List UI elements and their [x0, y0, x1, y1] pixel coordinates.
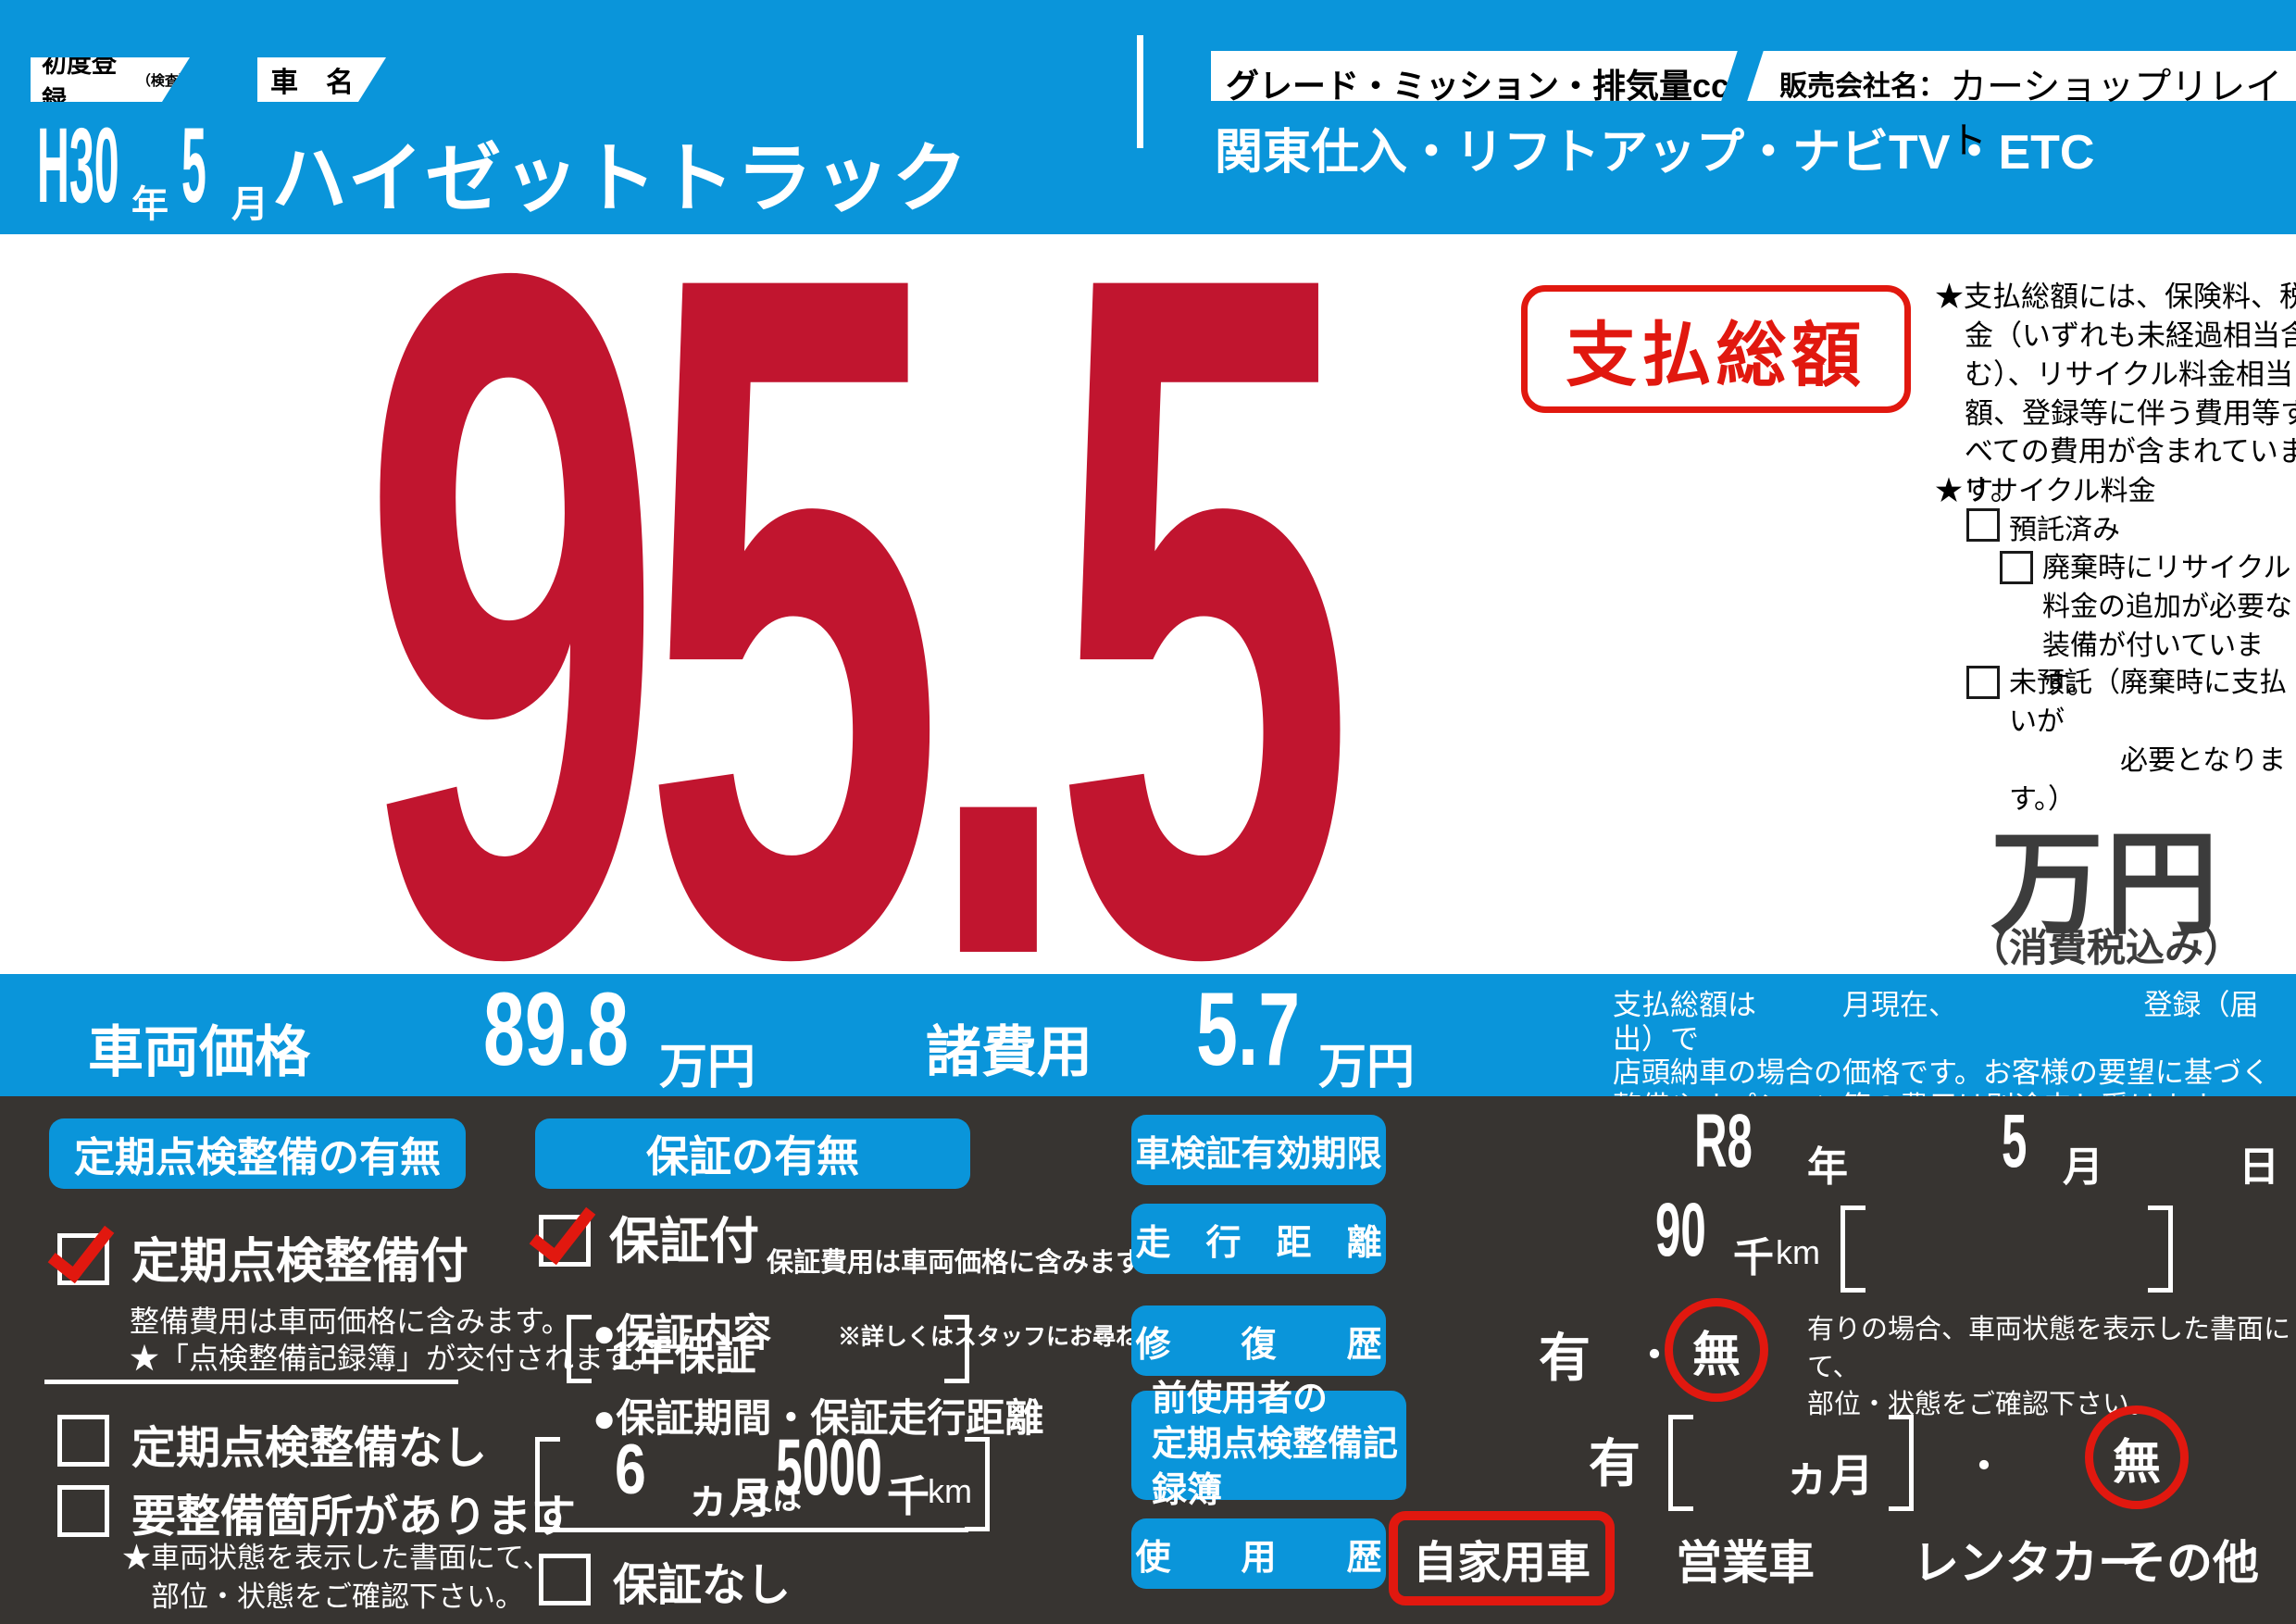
- total-price-unit: 万円: [1990, 821, 2220, 947]
- left-bracket-icon: [535, 1437, 560, 1531]
- warranty-period-label: ●保証期間・保証走行距離: [593, 1396, 1044, 1440]
- fees-amount: 5.7: [1196, 971, 1301, 1087]
- mileage-unit2: km: [1776, 1233, 1820, 1271]
- car-name: ハイゼットトラック: [271, 137, 970, 221]
- recycle-not-deposited-checkbox[interactable]: [1966, 666, 2000, 699]
- maintenance-needed-checkbox[interactable]: [57, 1485, 109, 1537]
- previous-record-unit: ヵ月: [1785, 1452, 1875, 1501]
- vehicle-price-amount: 89.8: [483, 971, 629, 1087]
- recycle-not-deposited-label: 未預託（廃棄時に支払いが 必要となります。）: [2009, 668, 2287, 815]
- condition-section: 定期点検整備の有無 定期点検整備付 整備費用は車両価格に含みます。 ★「点検整備…: [0, 1096, 2296, 1624]
- repair-history-note: 有りの場合、車両状態を表示した書面にて、 部位・状態をご確認下さい。: [1807, 1315, 2291, 1420]
- warranty-with-label: 保証付: [609, 1214, 759, 1269]
- red-check-icon: [529, 1193, 596, 1266]
- usage-other: その他: [2120, 1537, 2259, 1589]
- inspection-expiry-day-unit: 日: [2239, 1144, 2279, 1190]
- warranty-content-label: ●保証内容: [593, 1311, 772, 1355]
- vehicle-price-unit: 万円: [659, 1041, 756, 1094]
- maintenance-with-label: 定期点検整備付: [131, 1235, 469, 1289]
- registration-year-unit: 年: [131, 184, 168, 225]
- fees-unit: 万円: [1318, 1041, 1416, 1094]
- header-divider: [1137, 35, 1143, 148]
- warranty-distance-unit2: km: [928, 1472, 972, 1510]
- recycle-fee-title: ★リサイクル料金: [1935, 476, 2156, 506]
- usage-private-boxed: 自家用車: [1389, 1511, 1616, 1605]
- total-price-amount: 95.5: [361, 71, 1355, 1158]
- total-price-badge: 支払総額: [1521, 285, 1911, 413]
- warranty-distance-value: 5000: [776, 1423, 882, 1512]
- vehicle-price-label: 車両価格: [88, 1021, 310, 1083]
- right-bracket-icon: [965, 1437, 990, 1531]
- repair-history-pill: 修 復 歴: [1131, 1305, 1386, 1376]
- inspection-expiry-year: R8: [1694, 1099, 1753, 1183]
- red-check-icon: [47, 1211, 115, 1284]
- recycle-deposited-checkbox[interactable]: [1966, 508, 2000, 542]
- first-registration-tag-label: 初度登録: [42, 50, 117, 114]
- header-band: 初度登録 （検査） 車 名 H30 年 5 月 ハイゼットトラック グレード・ミ…: [0, 0, 2296, 234]
- total-price-note: ★支払総額には、保険料、税金（いずれも未経過相当含む）、リサイクル料金相当額、登…: [1935, 281, 2296, 507]
- mileage-unit1: 千: [1733, 1235, 1774, 1280]
- maintenance-without-label: 定期点検整備なし: [131, 1424, 488, 1473]
- repair-history-no-circled: 無: [1665, 1298, 1768, 1402]
- warranty-without-label: 保証なし: [613, 1561, 792, 1610]
- mileage-value: 90: [1655, 1188, 1706, 1272]
- left-bracket-icon: [1668, 1415, 1693, 1511]
- warranty-content-value: 1年保証: [611, 1333, 756, 1379]
- grade-value: 関東仕入・リフトアップ・ナビTV・ETC: [1215, 126, 2095, 180]
- fees-label: 諸費用: [926, 1021, 1092, 1083]
- registration-month: 5: [181, 106, 206, 225]
- inspection-expiry-month: 5: [2002, 1099, 2028, 1183]
- recycle-fee-section: ★リサイクル料金 預託済み 廃棄時にリサイクル 料金の追加が必要な 装備が付いて…: [1935, 468, 2296, 815]
- maintenance-with-note2: ★「点検整備記録簿」が交付されます。: [130, 1342, 660, 1375]
- right-bracket-icon: [1889, 1415, 1914, 1511]
- maintenance-with-note1: 整備費用は車両価格に含みます。: [130, 1305, 571, 1338]
- usage-rental: レンタカー: [1913, 1537, 2144, 1589]
- maintenance-needed-note: ★車両状態を表示した書面にて、 部位・状態をご確認下さい。: [122, 1542, 552, 1613]
- warranty-divider: [535, 1528, 968, 1532]
- warranty-period-unit: ヵ月: [687, 1474, 772, 1522]
- first-registration-tag: 初度登録 （検査）: [31, 57, 190, 102]
- car-name-tag-label: 車 名: [270, 68, 354, 98]
- inspection-expiry-year-unit: 年: [1807, 1144, 1848, 1190]
- maintenance-needed-label: 要整備箇所があります: [131, 1493, 577, 1542]
- previous-record-yes: 有: [1589, 1434, 1641, 1493]
- usage-history-pill: 使 用 歴: [1131, 1518, 1386, 1589]
- warranty-without-checkbox[interactable]: [539, 1554, 591, 1605]
- inspection-expiry-month-unit: 月: [2063, 1144, 2103, 1190]
- recycle-extra-checkbox[interactable]: [2000, 551, 2033, 584]
- recycle-deposited-label: 預託済み: [2009, 515, 2120, 545]
- warranty-title-pill: 保証の有無: [535, 1118, 970, 1189]
- usage-business: 営業車: [1676, 1537, 1815, 1589]
- warranty-distance-unit1: 千: [887, 1472, 930, 1520]
- price-breakdown-bar: 車両価格 89.8 万円 諸費用 5.7 万円 支払総額は 月現在、 登録（届出…: [0, 971, 2296, 1123]
- grade-seller-strip: グレード・ミッション・排気量cc 販売会社名： カーショップリレイト: [1211, 51, 2296, 161]
- maintenance-with-checkbox[interactable]: [47, 1211, 115, 1285]
- maintenance-title-pill: 定期点検整備の有無: [49, 1118, 466, 1189]
- inspection-expiry-pill: 車検証有効期限: [1131, 1115, 1386, 1185]
- warranty-period-or: 又は: [742, 1482, 803, 1516]
- warranty-with-checkbox[interactable]: [529, 1193, 596, 1267]
- warranty-with-note: 保証費用は車両価格に含みます。: [767, 1248, 1167, 1278]
- previous-record-no-circled: 無: [2085, 1405, 2189, 1509]
- left-bracket-icon: [567, 1315, 592, 1383]
- right-bracket-icon: [944, 1315, 969, 1383]
- first-registration-tag-sub: （検査）: [136, 72, 193, 89]
- registration-month-unit: 月: [231, 184, 268, 225]
- registration-year: H30: [37, 106, 119, 225]
- tax-included-note: （消費税込み）: [1970, 926, 2243, 969]
- seller-name: カーショップリレイト: [1950, 67, 2283, 161]
- repair-history-yes: 有: [1539, 1329, 1591, 1387]
- right-bracket-icon: [2148, 1206, 2173, 1293]
- previous-record-pill: 前使用者の 定期点検整備記録簿: [1131, 1380, 1406, 1510]
- mileage-pill: 走 行 距 離: [1131, 1204, 1386, 1274]
- recycle-extra-note: 廃棄時にリサイクル 料金の追加が必要な 装備が付いています。: [2042, 553, 2292, 700]
- maintenance-divider: [44, 1380, 458, 1384]
- warranty-period-value: 6: [615, 1430, 646, 1509]
- left-bracket-icon: [1841, 1206, 1866, 1293]
- seller-label: 販売会社名：: [1779, 71, 1946, 102]
- previous-record-dot: ・: [1965, 1444, 2004, 1488]
- maintenance-without-checkbox[interactable]: [57, 1415, 109, 1467]
- grade-tag-label: グレード・ミッション・排気量cc: [1226, 67, 1730, 105]
